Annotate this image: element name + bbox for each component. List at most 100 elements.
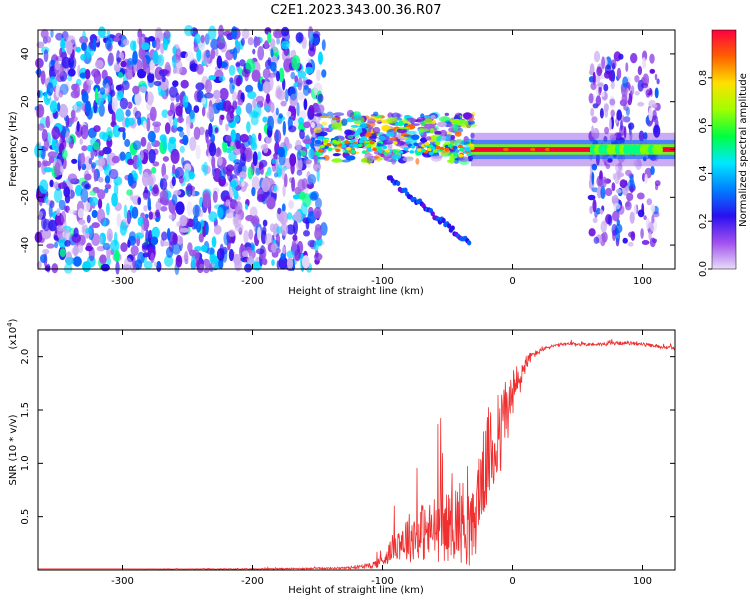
spectrogram-cell xyxy=(46,243,55,249)
spectrogram-cell xyxy=(126,209,132,225)
spectrogram-cell xyxy=(648,107,653,121)
spectrogram-y-tick-label: -40 xyxy=(20,237,31,253)
spectrogram-cell xyxy=(203,92,214,99)
spectrogram-cell xyxy=(280,100,287,107)
spectrogram-cell xyxy=(352,116,364,125)
spectrogram-cell xyxy=(539,147,545,152)
spectrogram-cell xyxy=(46,263,51,273)
spectrogram-cell xyxy=(91,209,98,219)
spectrogram-y-tick-label: 20 xyxy=(20,95,31,108)
spectrogram-cell xyxy=(79,138,83,145)
spectrogram-cell xyxy=(65,130,70,143)
spectrogram-cell xyxy=(623,116,631,123)
spectrogram-cell xyxy=(441,135,446,141)
spectrogram-cell xyxy=(309,192,318,201)
spectrogram-cell xyxy=(184,25,194,37)
spectrogram-cell xyxy=(633,159,638,167)
spectrogram-cell xyxy=(41,229,52,240)
spectrogram-cell xyxy=(332,112,345,117)
spectrogram-cell xyxy=(194,33,201,45)
spectrogram-cell xyxy=(207,105,215,120)
spectrogram-cell xyxy=(656,78,660,85)
spectrogram-cell xyxy=(127,172,134,187)
spectrogram-cell xyxy=(175,48,182,59)
spectrogram-cell xyxy=(82,30,86,40)
spectrogram-cell xyxy=(430,146,436,150)
spectrogram-cell xyxy=(237,99,243,106)
spectrogram-cell xyxy=(453,152,459,156)
spectrogram-cell xyxy=(118,127,126,133)
spectrogram-cell xyxy=(198,232,204,243)
spectrogram-cell xyxy=(194,90,202,103)
spectrogram-cell xyxy=(142,252,149,258)
spectrogram-cell xyxy=(255,167,261,176)
spectrogram-cell xyxy=(182,95,189,108)
spectrogram-cell xyxy=(407,117,417,122)
spectrogram-cell xyxy=(642,172,646,182)
spectrogram-x-label: Height of straight line (km) xyxy=(288,286,424,297)
spectrogram-cell xyxy=(445,123,455,128)
spectrogram-cell xyxy=(186,201,193,216)
spectrogram-cell xyxy=(115,108,125,123)
spectrogram-cell xyxy=(86,214,91,224)
spectrogram-cell xyxy=(613,203,621,210)
spectrogram-cell xyxy=(66,35,76,46)
spectrogram-cell xyxy=(125,65,134,80)
spectrogram-cell xyxy=(257,226,261,241)
spectrogram-cell xyxy=(242,250,249,257)
spectrogram-cell xyxy=(120,242,128,253)
spectrogram-cell xyxy=(251,69,261,82)
spectrogram-cell xyxy=(71,233,82,243)
spectrogram-cell xyxy=(54,241,59,249)
spectrogram-cell xyxy=(79,35,89,45)
spectrogram-cell xyxy=(435,141,441,146)
spectrogram-cell xyxy=(134,259,143,270)
spectrogram-cell xyxy=(278,113,283,119)
spectrogram-cell xyxy=(245,204,249,210)
spectrogram-cell xyxy=(314,113,323,117)
spectrogram-cell xyxy=(318,149,324,153)
spectrogram-cell xyxy=(125,109,131,117)
spectrogram-cell xyxy=(84,69,91,80)
colorbar-tick-label: 0.4 xyxy=(698,165,709,181)
spectrogram-cell xyxy=(277,207,282,215)
spectrogram-cell xyxy=(281,203,286,212)
spectrogram-cell xyxy=(610,109,615,118)
spectrogram-cell xyxy=(235,62,241,68)
spectrogram-cell xyxy=(59,248,67,258)
spectrogram-cell xyxy=(245,102,253,114)
spectrogram-cell xyxy=(450,225,455,231)
snr-x-tick-label: -300 xyxy=(111,576,134,587)
spectrogram-cell xyxy=(465,124,478,127)
spectrogram-cell xyxy=(269,61,277,72)
spectrogram-cell xyxy=(120,60,127,68)
spectrogram-cell xyxy=(164,122,171,135)
spectrogram-cell xyxy=(156,261,161,269)
spectrogram-cell xyxy=(588,93,594,104)
spectrogram-cell xyxy=(60,211,67,224)
spectrogram-cell xyxy=(276,90,286,101)
spectrogram-cell xyxy=(152,184,159,195)
spectrogram-cell xyxy=(257,46,265,61)
spectrogram-cell xyxy=(452,145,458,150)
spectrogram-cell xyxy=(281,26,290,37)
spectrogram-cell xyxy=(222,100,232,112)
spectrogram-cell xyxy=(615,229,621,243)
spectrogram-cell xyxy=(470,132,475,139)
spectrogram-cell xyxy=(252,48,256,55)
spectrogram-cell xyxy=(139,86,148,93)
spectrogram-cell xyxy=(81,91,89,104)
spectrogram-cell xyxy=(525,147,531,152)
spectrogram-cell xyxy=(356,127,363,134)
spectrogram-cell xyxy=(58,89,64,98)
spectrogram-cell xyxy=(604,108,609,118)
spectrogram-cell xyxy=(640,228,644,239)
spectrogram-cell xyxy=(267,115,274,131)
spectrogram-cell xyxy=(267,166,272,176)
spectrogram-cell xyxy=(284,88,289,102)
spectrogram-cell xyxy=(409,150,415,154)
spectrogram-cell xyxy=(67,75,73,82)
spectrogram-cell xyxy=(44,196,49,204)
spectrogram-cell xyxy=(127,158,134,166)
